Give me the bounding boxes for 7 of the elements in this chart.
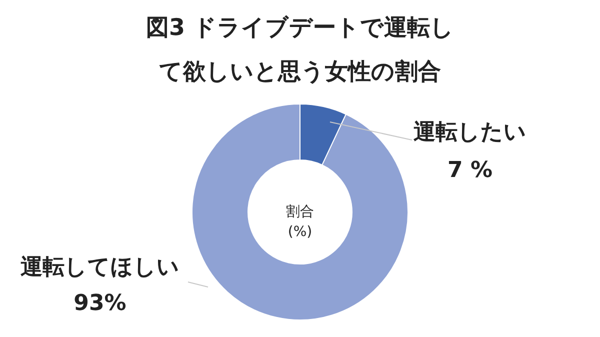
donut-slice [192,104,408,320]
chart-title: 図3 ドライブデートで運転して欲しいと思う女性の割合 [145,14,455,87]
slice-label: 運転したい [414,120,526,145]
slice-label: 運転してほしい [20,255,180,280]
data-label: 7 % [447,158,493,183]
text: 割合 (%) [286,204,314,240]
data-label: 93% [74,291,126,316]
